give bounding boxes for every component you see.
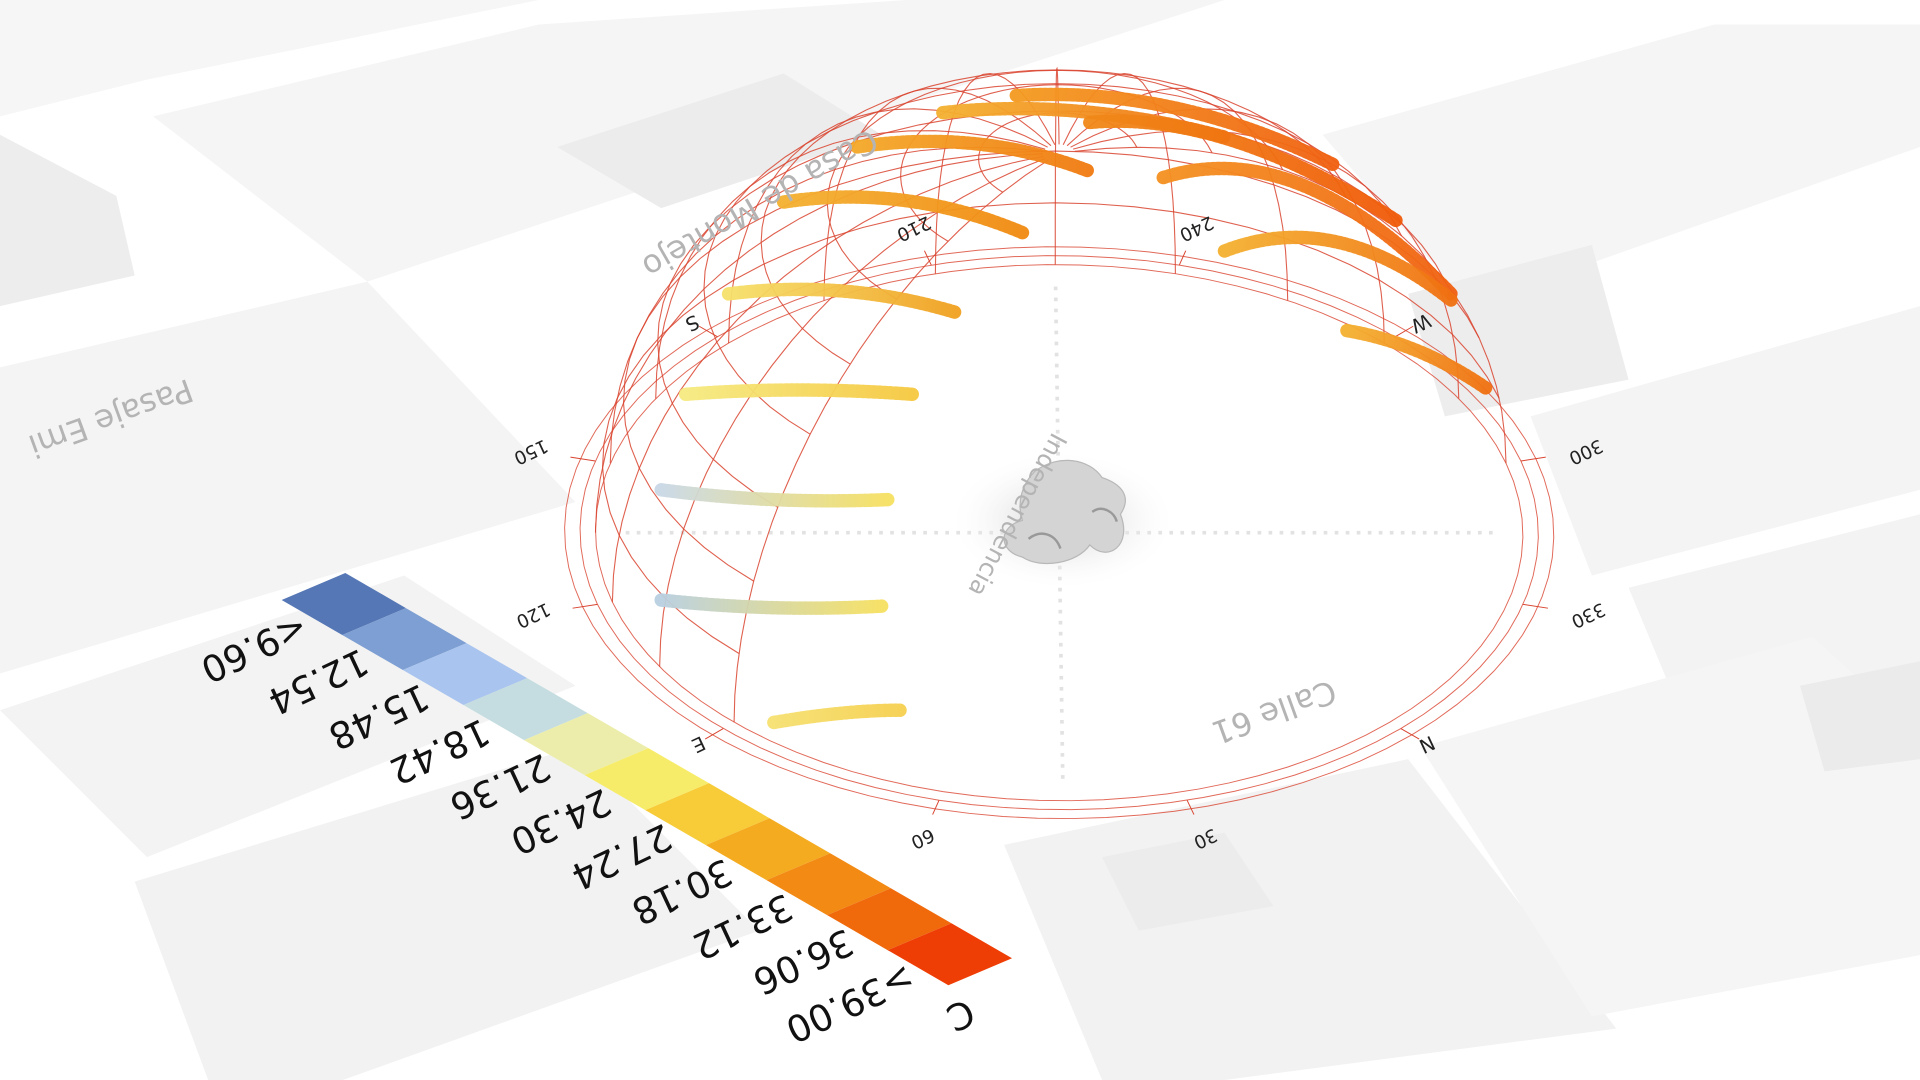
sun-path bbox=[1340, 323, 1495, 397]
block bbox=[1800, 661, 1920, 772]
legend-swatch bbox=[766, 853, 891, 916]
compass-tick bbox=[932, 800, 940, 815]
compass-tick bbox=[570, 456, 596, 462]
block bbox=[0, 134, 135, 307]
legend-swatch bbox=[342, 608, 467, 671]
compass-tick bbox=[923, 250, 932, 266]
dome-parallel bbox=[760, 69, 1347, 365]
sun-path bbox=[1217, 230, 1458, 307]
block bbox=[1530, 306, 1920, 576]
dome-meridian bbox=[609, 146, 1044, 464]
compass-tick bbox=[1400, 728, 1420, 740]
block bbox=[1102, 832, 1274, 931]
block bbox=[557, 73, 882, 209]
legend-swatch bbox=[524, 713, 649, 776]
compass-tick bbox=[572, 603, 598, 609]
dome-meridian bbox=[611, 155, 1044, 603]
block bbox=[0, 281, 576, 674]
sun-path bbox=[776, 190, 1030, 240]
block bbox=[1322, 24, 1920, 307]
sun-path bbox=[850, 134, 1097, 179]
sun-path bbox=[1156, 161, 1458, 301]
dome-meridian bbox=[655, 130, 1046, 399]
compass-tick bbox=[1522, 603, 1549, 609]
sun-path bbox=[654, 593, 889, 615]
sun-path bbox=[767, 703, 907, 730]
block bbox=[0, 0, 539, 117]
sun-path-dome bbox=[564, 66, 1555, 820]
ground-guide bbox=[1057, 532, 1065, 786]
legend-swatch bbox=[402, 643, 528, 706]
compass-tick bbox=[1520, 456, 1546, 462]
sun-path bbox=[678, 383, 919, 402]
legend-swatch bbox=[705, 818, 831, 881]
legend-swatch bbox=[827, 888, 952, 951]
legend-swatch bbox=[281, 573, 406, 636]
dome-meridian bbox=[1074, 146, 1507, 464]
dome-parallel bbox=[602, 202, 1500, 654]
sun-path bbox=[721, 282, 962, 319]
legend-swatch bbox=[645, 783, 770, 846]
compass-tick bbox=[1178, 250, 1187, 266]
legend-swatch bbox=[584, 748, 709, 811]
compass-tick bbox=[704, 728, 724, 740]
block bbox=[1004, 759, 1617, 1080]
legend-swatch bbox=[887, 923, 1013, 986]
legend-swatch bbox=[463, 678, 588, 741]
building-model bbox=[952, 453, 1174, 588]
model-openings bbox=[1027, 507, 1118, 550]
ground-guide bbox=[1053, 279, 1062, 533]
dome-parallel bbox=[826, 69, 1284, 300]
sun-path bbox=[654, 483, 895, 508]
model-shape bbox=[1003, 459, 1126, 565]
block bbox=[134, 746, 760, 1080]
dome-parallel bbox=[622, 150, 1480, 582]
compass-tick bbox=[1394, 325, 1414, 338]
dome-meridian bbox=[594, 153, 1044, 533]
block bbox=[1420, 636, 1920, 1017]
sun-path bbox=[1009, 87, 1342, 173]
sun-path bbox=[1083, 114, 1403, 228]
dome-meridian bbox=[733, 159, 1049, 723]
compass-tick bbox=[1186, 800, 1195, 815]
